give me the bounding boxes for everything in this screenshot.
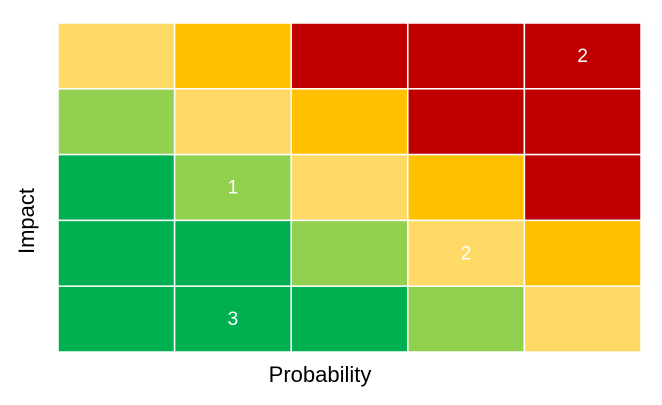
cell	[523, 153, 642, 222]
cell	[57, 285, 176, 353]
cell	[407, 22, 526, 90]
cell-count: 2	[461, 243, 472, 264]
cell	[57, 88, 176, 156]
cell-count: 3	[228, 309, 239, 330]
cell	[523, 285, 642, 353]
cell	[173, 88, 292, 156]
cell	[173, 22, 292, 90]
cell	[57, 153, 176, 222]
y-axis-label: Impact	[14, 188, 39, 254]
cell	[407, 285, 526, 353]
cell	[290, 88, 409, 156]
cell	[57, 22, 176, 90]
cell	[523, 88, 642, 156]
cell	[407, 153, 526, 222]
cell-count: 1	[228, 178, 239, 199]
cell	[290, 285, 409, 353]
cell	[173, 219, 292, 287]
cell	[57, 219, 176, 287]
cell	[290, 153, 409, 222]
cell	[290, 219, 409, 287]
cell	[173, 153, 292, 222]
cell	[523, 22, 642, 90]
cell-count: 2	[577, 46, 588, 67]
x-axis-label: Probability	[269, 362, 372, 387]
cell	[407, 219, 526, 287]
cell	[407, 88, 526, 156]
cell	[523, 219, 642, 287]
cell	[290, 22, 409, 90]
